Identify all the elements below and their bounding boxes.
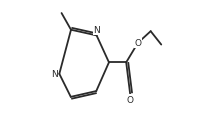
Text: N: N (93, 26, 100, 35)
Text: O: O (134, 39, 141, 48)
Text: O: O (127, 95, 134, 104)
Text: N: N (51, 70, 58, 79)
